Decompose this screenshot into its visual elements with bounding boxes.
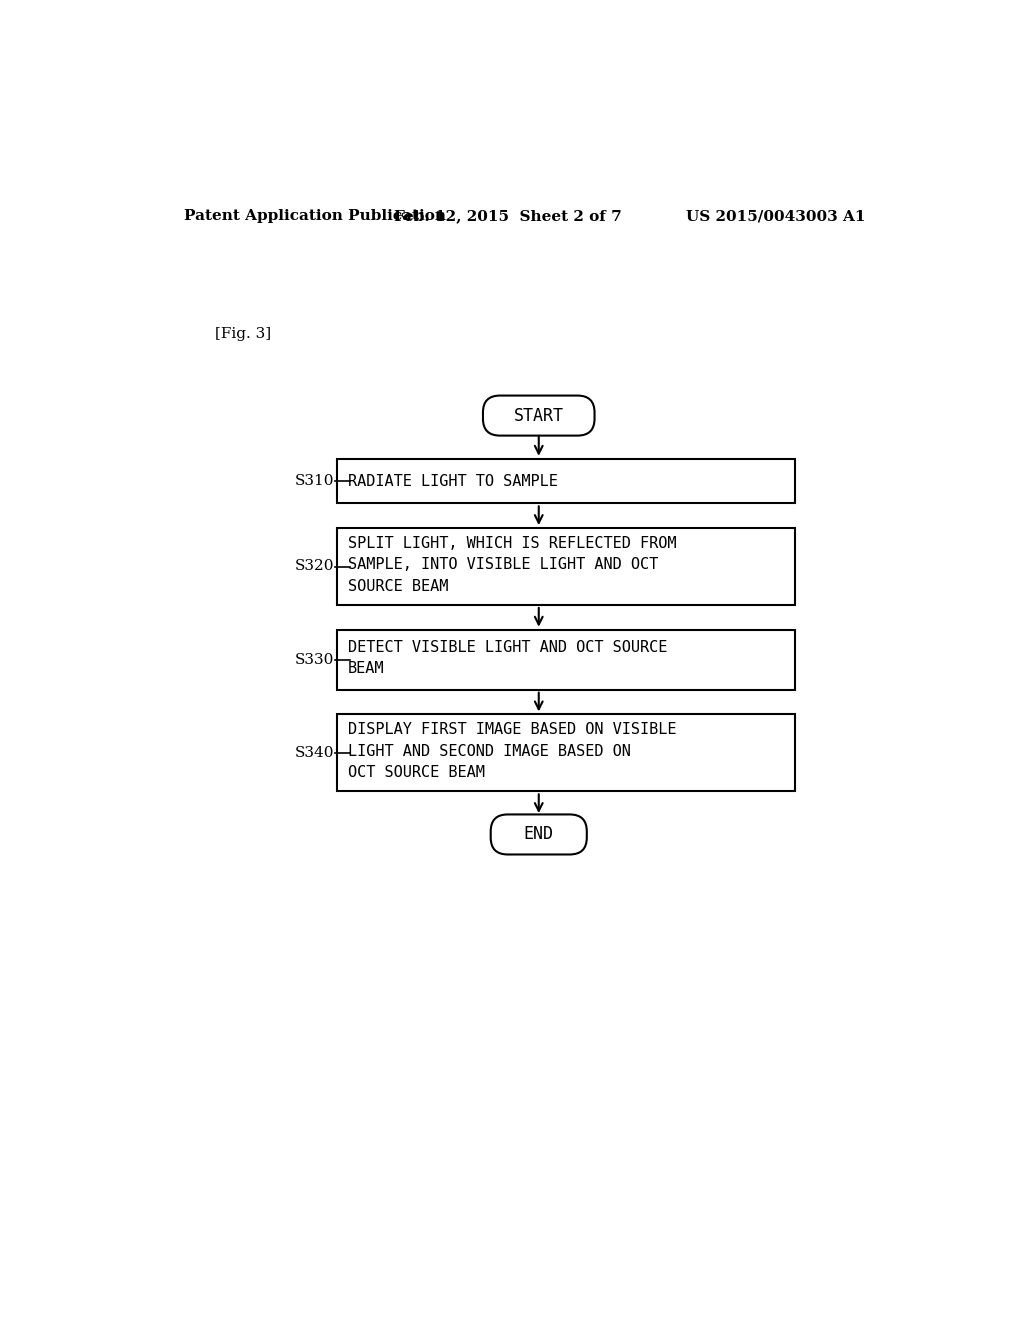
Text: END: END — [523, 825, 554, 843]
Bar — [337, 714, 795, 792]
Text: S330: S330 — [295, 652, 334, 667]
Text: Patent Application Publication: Patent Application Publication — [183, 209, 445, 223]
Text: [Fig. 3]: [Fig. 3] — [215, 327, 271, 341]
Text: RADIATE LIGHT TO SAMPLE: RADIATE LIGHT TO SAMPLE — [348, 474, 558, 488]
FancyBboxPatch shape — [490, 814, 587, 854]
Text: S340: S340 — [295, 746, 334, 760]
Text: Feb. 12, 2015  Sheet 2 of 7: Feb. 12, 2015 Sheet 2 of 7 — [394, 209, 622, 223]
Text: DISPLAY FIRST IMAGE BASED ON VISIBLE
LIGHT AND SECOND IMAGE BASED ON
OCT SOURCE : DISPLAY FIRST IMAGE BASED ON VISIBLE LIG… — [348, 722, 677, 780]
Text: DETECT VISIBLE LIGHT AND OCT SOURCE
BEAM: DETECT VISIBLE LIGHT AND OCT SOURCE BEAM — [348, 640, 668, 676]
Bar — [337, 528, 795, 605]
Text: START: START — [514, 407, 564, 425]
FancyBboxPatch shape — [483, 396, 595, 436]
Bar — [337, 459, 795, 503]
Bar — [337, 630, 795, 689]
Text: SPLIT LIGHT, WHICH IS REFLECTED FROM
SAMPLE, INTO VISIBLE LIGHT AND OCT
SOURCE B: SPLIT LIGHT, WHICH IS REFLECTED FROM SAM… — [348, 536, 677, 594]
Text: S310: S310 — [295, 474, 334, 488]
Text: US 2015/0043003 A1: US 2015/0043003 A1 — [686, 209, 866, 223]
Text: S320: S320 — [295, 560, 334, 573]
